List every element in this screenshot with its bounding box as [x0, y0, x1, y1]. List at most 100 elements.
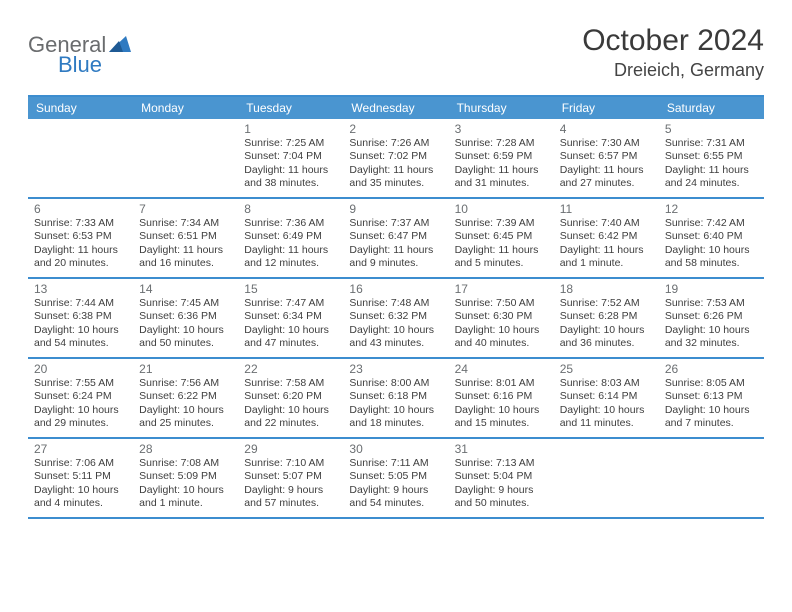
daylight-line: Daylight: 10 hours and 43 minutes.	[349, 324, 442, 351]
day-cell: 30Sunrise: 7:11 AMSunset: 5:05 PMDayligh…	[343, 439, 448, 517]
day-number: 31	[455, 442, 548, 456]
daylight-line: Daylight: 10 hours and 58 minutes.	[665, 244, 758, 271]
daylight-line: Daylight: 11 hours and 31 minutes.	[455, 164, 548, 191]
daylight-line: Daylight: 10 hours and 40 minutes.	[455, 324, 548, 351]
daylight-line: Daylight: 9 hours and 54 minutes.	[349, 484, 442, 511]
day-cell: 7Sunrise: 7:34 AMSunset: 6:51 PMDaylight…	[133, 199, 238, 277]
daylight-line: Daylight: 10 hours and 32 minutes.	[665, 324, 758, 351]
day-cell: 25Sunrise: 8:03 AMSunset: 6:14 PMDayligh…	[554, 359, 659, 437]
week-row: 13Sunrise: 7:44 AMSunset: 6:38 PMDayligh…	[28, 279, 764, 359]
sunrise-line: Sunrise: 7:56 AM	[139, 377, 232, 390]
daylight-line: Daylight: 10 hours and 54 minutes.	[34, 324, 127, 351]
month-title: October 2024	[582, 24, 764, 58]
sunrise-line: Sunrise: 7:47 AM	[244, 297, 337, 310]
sunset-line: Sunset: 6:32 PM	[349, 310, 442, 323]
daylight-line: Daylight: 10 hours and 29 minutes.	[34, 404, 127, 431]
day-cell	[659, 439, 764, 517]
sunrise-line: Sunrise: 7:34 AM	[139, 217, 232, 230]
dow-wed: Wednesday	[343, 97, 448, 119]
daylight-line: Daylight: 10 hours and 36 minutes.	[560, 324, 653, 351]
day-cell: 13Sunrise: 7:44 AMSunset: 6:38 PMDayligh…	[28, 279, 133, 357]
sunrise-line: Sunrise: 7:36 AM	[244, 217, 337, 230]
week-row: 1Sunrise: 7:25 AMSunset: 7:04 PMDaylight…	[28, 119, 764, 199]
sunset-line: Sunset: 6:24 PM	[34, 390, 127, 403]
sunrise-line: Sunrise: 7:52 AM	[560, 297, 653, 310]
sunset-line: Sunset: 6:49 PM	[244, 230, 337, 243]
day-number: 16	[349, 282, 442, 296]
sunrise-line: Sunrise: 7:48 AM	[349, 297, 442, 310]
sunset-line: Sunset: 5:09 PM	[139, 470, 232, 483]
daylight-line: Daylight: 10 hours and 1 minute.	[139, 484, 232, 511]
sunrise-line: Sunrise: 7:39 AM	[455, 217, 548, 230]
week-row: 6Sunrise: 7:33 AMSunset: 6:53 PMDaylight…	[28, 199, 764, 279]
day-number: 26	[665, 362, 758, 376]
sunset-line: Sunset: 5:07 PM	[244, 470, 337, 483]
day-number: 8	[244, 202, 337, 216]
daylight-line: Daylight: 11 hours and 1 minute.	[560, 244, 653, 271]
sunset-line: Sunset: 6:51 PM	[139, 230, 232, 243]
day-number: 18	[560, 282, 653, 296]
day-cell: 26Sunrise: 8:05 AMSunset: 6:13 PMDayligh…	[659, 359, 764, 437]
sunset-line: Sunset: 6:55 PM	[665, 150, 758, 163]
day-number: 25	[560, 362, 653, 376]
sunset-line: Sunset: 6:36 PM	[139, 310, 232, 323]
sunset-line: Sunset: 6:18 PM	[349, 390, 442, 403]
sunset-line: Sunset: 7:04 PM	[244, 150, 337, 163]
day-number: 17	[455, 282, 548, 296]
day-cell: 4Sunrise: 7:30 AMSunset: 6:57 PMDaylight…	[554, 119, 659, 197]
sunrise-line: Sunrise: 7:31 AM	[665, 137, 758, 150]
daylight-line: Daylight: 9 hours and 57 minutes.	[244, 484, 337, 511]
day-cell: 19Sunrise: 7:53 AMSunset: 6:26 PMDayligh…	[659, 279, 764, 357]
week-row: 27Sunrise: 7:06 AMSunset: 5:11 PMDayligh…	[28, 439, 764, 519]
daylight-line: Daylight: 9 hours and 50 minutes.	[455, 484, 548, 511]
day-cell: 24Sunrise: 8:01 AMSunset: 6:16 PMDayligh…	[449, 359, 554, 437]
sunset-line: Sunset: 6:57 PM	[560, 150, 653, 163]
sunrise-line: Sunrise: 7:44 AM	[34, 297, 127, 310]
sunset-line: Sunset: 6:14 PM	[560, 390, 653, 403]
sunrise-line: Sunrise: 7:55 AM	[34, 377, 127, 390]
header: General October 2024 Dreieich, Germany	[28, 24, 764, 81]
sunrise-line: Sunrise: 7:11 AM	[349, 457, 442, 470]
daylight-line: Daylight: 11 hours and 5 minutes.	[455, 244, 548, 271]
sunrise-line: Sunrise: 7:50 AM	[455, 297, 548, 310]
day-cell: 9Sunrise: 7:37 AMSunset: 6:47 PMDaylight…	[343, 199, 448, 277]
dow-tue: Tuesday	[238, 97, 343, 119]
day-number: 11	[560, 202, 653, 216]
sunset-line: Sunset: 6:16 PM	[455, 390, 548, 403]
day-of-week-header: Sunday Monday Tuesday Wednesday Thursday…	[28, 97, 764, 119]
sunset-line: Sunset: 5:05 PM	[349, 470, 442, 483]
daylight-line: Daylight: 10 hours and 7 minutes.	[665, 404, 758, 431]
dow-mon: Monday	[133, 97, 238, 119]
daylight-line: Daylight: 10 hours and 11 minutes.	[560, 404, 653, 431]
sunrise-line: Sunrise: 7:45 AM	[139, 297, 232, 310]
sunset-line: Sunset: 6:13 PM	[665, 390, 758, 403]
day-number: 27	[34, 442, 127, 456]
sunset-line: Sunset: 6:45 PM	[455, 230, 548, 243]
day-number: 21	[139, 362, 232, 376]
sunset-line: Sunset: 5:04 PM	[455, 470, 548, 483]
location: Dreieich, Germany	[582, 60, 764, 81]
day-number: 22	[244, 362, 337, 376]
day-number: 15	[244, 282, 337, 296]
daylight-line: Daylight: 11 hours and 20 minutes.	[34, 244, 127, 271]
sunset-line: Sunset: 6:40 PM	[665, 230, 758, 243]
sunset-line: Sunset: 6:53 PM	[34, 230, 127, 243]
dow-fri: Friday	[554, 97, 659, 119]
day-number: 3	[455, 122, 548, 136]
daylight-line: Daylight: 10 hours and 18 minutes.	[349, 404, 442, 431]
daylight-line: Daylight: 11 hours and 16 minutes.	[139, 244, 232, 271]
sunset-line: Sunset: 6:26 PM	[665, 310, 758, 323]
brand-word-2-wrap: Blue	[58, 52, 102, 78]
sunrise-line: Sunrise: 7:28 AM	[455, 137, 548, 150]
sunrise-line: Sunrise: 7:25 AM	[244, 137, 337, 150]
dow-thu: Thursday	[449, 97, 554, 119]
daylight-line: Daylight: 11 hours and 35 minutes.	[349, 164, 442, 191]
day-cell: 10Sunrise: 7:39 AMSunset: 6:45 PMDayligh…	[449, 199, 554, 277]
brand-word-2: Blue	[58, 52, 102, 77]
calendar-page: General October 2024 Dreieich, Germany B…	[0, 0, 792, 529]
daylight-line: Daylight: 10 hours and 25 minutes.	[139, 404, 232, 431]
sunrise-line: Sunrise: 8:00 AM	[349, 377, 442, 390]
dow-sun: Sunday	[28, 97, 133, 119]
day-cell: 8Sunrise: 7:36 AMSunset: 6:49 PMDaylight…	[238, 199, 343, 277]
daylight-line: Daylight: 11 hours and 24 minutes.	[665, 164, 758, 191]
